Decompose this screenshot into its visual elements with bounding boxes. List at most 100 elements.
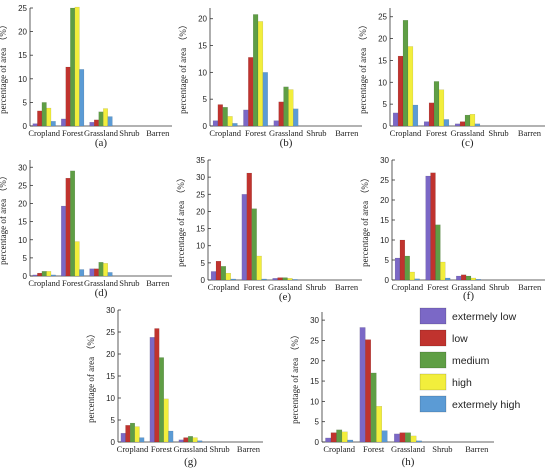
x-tick-label: Grassland xyxy=(452,282,487,292)
bar-cropland-extermely-high xyxy=(139,437,145,443)
x-tick-label: Barren xyxy=(518,128,542,138)
x-tick-label: Cropland xyxy=(390,128,422,138)
y-tick-label: 10 xyxy=(106,394,115,403)
bar-grassland-extermely-low xyxy=(272,278,278,281)
legend: extermely low low medium high extermely high xyxy=(416,304,544,418)
y-tick-label: 10 xyxy=(18,75,27,84)
y-tick-label: 5 xyxy=(23,98,28,107)
bar-forest-high xyxy=(438,89,445,127)
bar-forest-extermely-high xyxy=(261,278,267,281)
x-tick-label: Forest xyxy=(62,278,84,288)
legend-label: medium xyxy=(452,355,490,367)
x-tick-label: Cropland xyxy=(323,444,355,454)
y-tick-label: 0 xyxy=(203,122,208,131)
x-tick-label: Barren xyxy=(465,444,489,454)
y-tick-label: 25 xyxy=(378,13,387,22)
bar-forest-low xyxy=(65,177,71,277)
y-tick-label: 20 xyxy=(18,200,27,209)
bar-cropland-medium xyxy=(336,429,343,443)
panel-label: (h) xyxy=(402,456,415,468)
bar-forest-medium xyxy=(251,208,257,281)
y-tick-label: 15 xyxy=(18,218,27,227)
bar-forest-extermely-high xyxy=(79,69,85,127)
x-tick-label: Grassland xyxy=(451,128,486,138)
bar-cropland-low xyxy=(37,110,43,127)
bar-grassland-low xyxy=(94,119,99,127)
y-tick-label: 20 xyxy=(378,35,387,44)
y-tick-label: 5 xyxy=(23,254,28,263)
y-tick-label: 5 xyxy=(111,416,116,425)
bar-forest-low xyxy=(65,66,71,127)
x-tick-label: Cropland xyxy=(209,128,241,138)
y-tick-label: 10 xyxy=(196,242,205,251)
legend-label: extermely low xyxy=(452,311,517,323)
legend-swatch xyxy=(419,373,447,391)
bar-grassland-medium xyxy=(405,432,411,443)
bar-cropland-extermely-low xyxy=(212,120,219,127)
bar-cropland-extermely-high xyxy=(414,278,420,281)
bar-grassland-extermely-low xyxy=(394,433,400,443)
x-tick-label: Shrub xyxy=(119,128,139,138)
bar-grassland-medium xyxy=(283,86,289,127)
bar-cropland-medium xyxy=(41,102,47,127)
y-axis-label: percentage of area （%） xyxy=(0,20,8,114)
bar-grassland-high xyxy=(192,437,198,443)
y-tick-label: 10 xyxy=(310,397,319,406)
legend-swatch xyxy=(419,307,447,325)
x-tick-label: Grassland xyxy=(174,444,209,454)
y-axis-label: percentage of area （%） xyxy=(360,173,370,267)
x-tick-label: Shrub xyxy=(489,282,509,292)
y-tick-label: 35 xyxy=(196,156,205,165)
bar-forest-low xyxy=(430,172,436,281)
panel-label: (e) xyxy=(279,291,292,303)
bar-cropland-extermely-high xyxy=(232,123,238,127)
x-tick-label: Grassland xyxy=(268,282,303,292)
y-tick-label: 15 xyxy=(380,216,389,225)
x-tick-label: Forest xyxy=(427,282,449,292)
bar-cropland-high xyxy=(407,46,414,127)
y-axis-label: percentage of area （%） xyxy=(0,171,8,265)
y-tick-label: 5 xyxy=(383,100,388,109)
y-axis-label: percentage of area （%） xyxy=(178,20,188,114)
panel-label: (b) xyxy=(280,137,293,149)
y-tick-label: 25 xyxy=(18,4,27,13)
bar-forest-high xyxy=(376,406,383,443)
panel-label: (d) xyxy=(95,287,108,299)
y-tick-label: 15 xyxy=(18,51,27,60)
bar-grassland-extermely-high xyxy=(107,272,113,277)
y-tick-label: 20 xyxy=(198,15,207,24)
bar-grassland-medium xyxy=(188,436,193,443)
bar-forest-extermely-low xyxy=(243,109,249,127)
bar-forest-extermely-low xyxy=(241,194,247,281)
bar-cropland-medium xyxy=(222,107,228,127)
bar-forest-medium xyxy=(435,224,441,281)
legend-label: low xyxy=(452,333,468,345)
x-tick-label: Shrub xyxy=(488,128,508,138)
bar-grassland-low xyxy=(459,121,466,127)
bar-forest-medium xyxy=(433,81,440,127)
bar-forest-extermely-low xyxy=(61,205,66,277)
y-tick-label: 30 xyxy=(380,156,389,165)
bar-forest-extermely-low xyxy=(423,121,430,127)
bar-grassland-low xyxy=(183,437,189,443)
bar-grassland-extermely-low xyxy=(456,275,462,281)
x-tick-label: Shrub xyxy=(432,444,452,454)
y-tick-label: 10 xyxy=(378,78,387,87)
x-tick-label: Shrub xyxy=(119,278,139,288)
y-tick-label: 30 xyxy=(18,163,27,172)
y-tick-label: 0 xyxy=(201,276,206,285)
y-tick-label: 30 xyxy=(106,306,115,315)
bar-cropland-extermely-high xyxy=(412,104,419,127)
x-tick-label: Forest xyxy=(426,128,448,138)
x-tick-label: Forest xyxy=(151,444,173,454)
y-tick-label: 25 xyxy=(106,328,115,337)
bar-grassland-medium xyxy=(464,114,471,127)
x-tick-label: Cropland xyxy=(28,128,60,138)
y-axis-label: percentage of area （%） xyxy=(358,20,368,114)
bar-cropland-high xyxy=(134,426,140,443)
y-tick-label: 5 xyxy=(315,418,320,427)
x-tick-label: Cropland xyxy=(208,282,240,292)
bar-grassland-extermely-high xyxy=(197,440,203,443)
x-tick-label: Shrub xyxy=(209,444,229,454)
y-tick-label: 10 xyxy=(18,236,27,245)
